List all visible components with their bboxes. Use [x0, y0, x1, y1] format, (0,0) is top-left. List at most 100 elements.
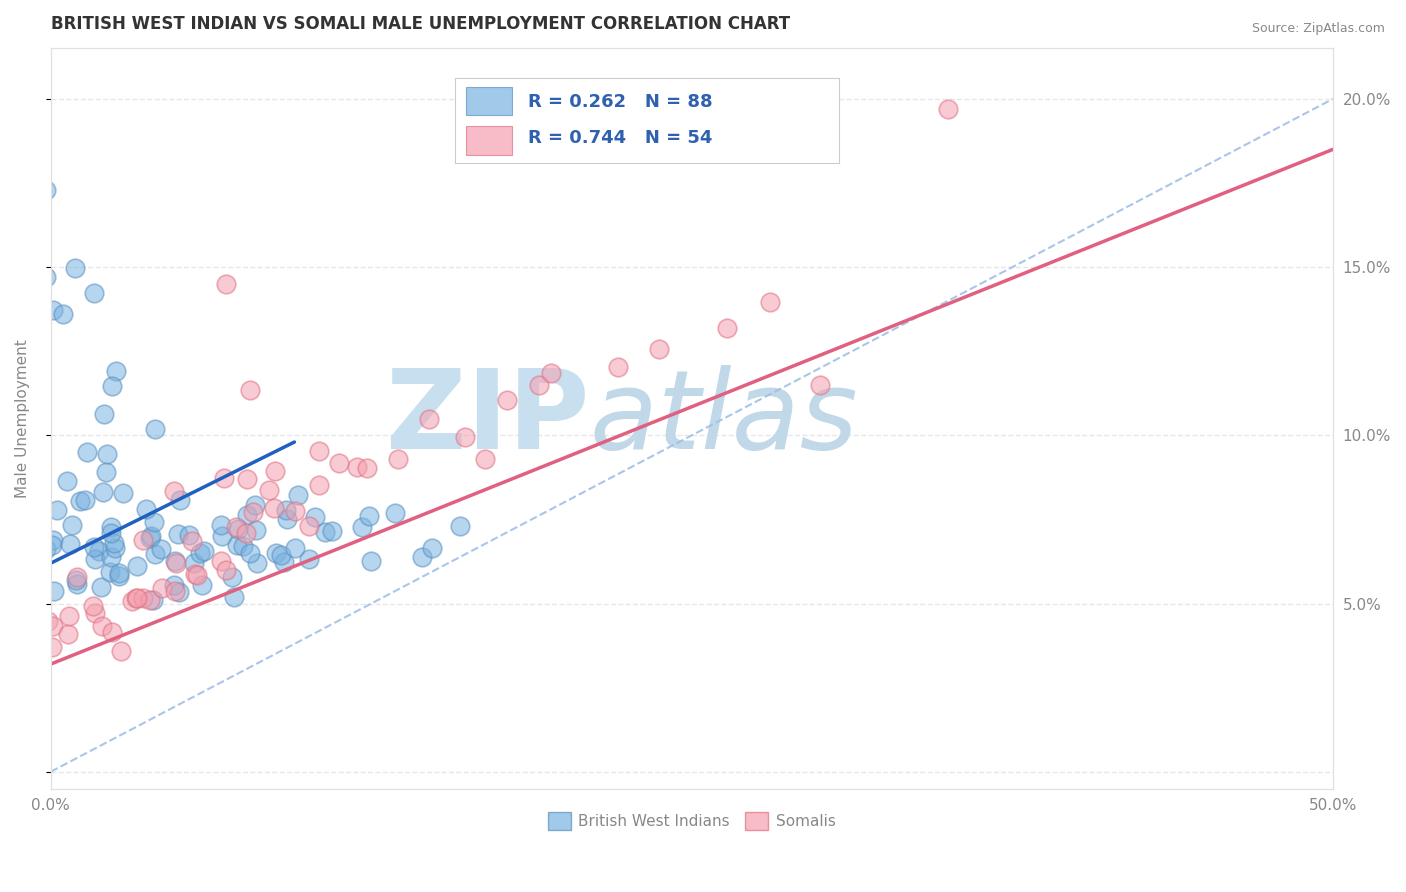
Point: [37, 615, 59, 629]
Point: [108, 566, 131, 580]
Point: [125, 591, 148, 606]
Point: [35, 182, 58, 196]
Point: [224, 591, 246, 605]
Point: [121, 594, 143, 608]
Point: [108, 569, 131, 583]
Point: [474, 452, 496, 467]
Point: [105, 364, 128, 378]
Point: [163, 554, 186, 568]
Point: [84, 607, 107, 621]
Point: [418, 412, 440, 426]
Point: [132, 591, 155, 605]
Point: [808, 377, 831, 392]
Point: [298, 551, 321, 566]
Point: [352, 520, 374, 534]
Point: [163, 578, 186, 592]
Point: [411, 549, 433, 564]
Point: [94, 465, 117, 479]
Point: [242, 505, 264, 519]
Point: [150, 581, 173, 595]
Point: [44, 584, 66, 599]
Point: [103, 535, 125, 549]
Point: [69, 493, 91, 508]
Point: [246, 556, 269, 570]
Point: [149, 542, 172, 557]
Point: [141, 529, 163, 543]
Point: [100, 550, 122, 565]
Text: atlas: atlas: [589, 365, 858, 472]
Point: [82, 599, 104, 613]
Point: [245, 523, 267, 537]
Point: [169, 492, 191, 507]
Point: [263, 500, 285, 515]
Point: [387, 452, 409, 467]
Point: [235, 472, 257, 486]
Point: [125, 559, 148, 574]
Point: [27, 525, 49, 540]
Point: [308, 478, 330, 492]
Point: [165, 556, 187, 570]
Point: [58, 608, 80, 623]
Point: [235, 508, 257, 522]
Point: [143, 422, 166, 436]
Point: [90, 581, 112, 595]
Point: [76, 445, 98, 459]
Point: [181, 534, 204, 549]
Point: [87, 544, 110, 558]
Point: [540, 366, 562, 380]
Point: [45, 502, 67, 516]
Point: [211, 518, 233, 533]
Point: [274, 503, 297, 517]
Point: [56, 474, 79, 488]
Point: [211, 529, 233, 543]
Legend: British West Indians, Somalis: British West Indians, Somalis: [541, 805, 842, 837]
Point: [73, 492, 96, 507]
Point: [314, 524, 336, 539]
Point: [179, 528, 201, 542]
Point: [759, 295, 782, 310]
Point: [496, 392, 519, 407]
Point: [308, 444, 330, 458]
Point: [346, 459, 368, 474]
Point: [96, 447, 118, 461]
Point: [98, 566, 121, 580]
Point: [101, 625, 124, 640]
Point: [60, 517, 83, 532]
Point: [139, 531, 162, 545]
Point: [183, 567, 205, 582]
Point: [239, 545, 262, 559]
Point: [527, 377, 550, 392]
Point: [215, 277, 238, 292]
Text: Source: ZipAtlas.com: Source: ZipAtlas.com: [1251, 22, 1385, 36]
Point: [188, 546, 211, 560]
Point: [163, 483, 186, 498]
Point: [111, 486, 134, 500]
Point: [360, 554, 382, 568]
Point: [183, 556, 205, 570]
Point: [936, 102, 959, 116]
Point: [41, 640, 63, 655]
Point: [56, 626, 79, 640]
Point: [648, 342, 671, 356]
Point: [191, 578, 214, 592]
Point: [212, 471, 235, 485]
Point: [83, 286, 105, 301]
Point: [66, 570, 89, 584]
Point: [264, 545, 287, 559]
Point: [100, 520, 122, 534]
Point: [42, 302, 65, 317]
Point: [273, 556, 295, 570]
Point: [221, 570, 243, 584]
Point: [142, 592, 165, 607]
Point: [356, 460, 378, 475]
Point: [716, 321, 738, 335]
Point: [110, 644, 132, 658]
Point: [239, 383, 262, 397]
Point: [139, 593, 162, 607]
Point: [420, 541, 443, 555]
Point: [359, 509, 381, 524]
Point: [125, 591, 148, 605]
Point: [235, 525, 257, 540]
Point: [606, 360, 628, 375]
Point: [91, 485, 114, 500]
